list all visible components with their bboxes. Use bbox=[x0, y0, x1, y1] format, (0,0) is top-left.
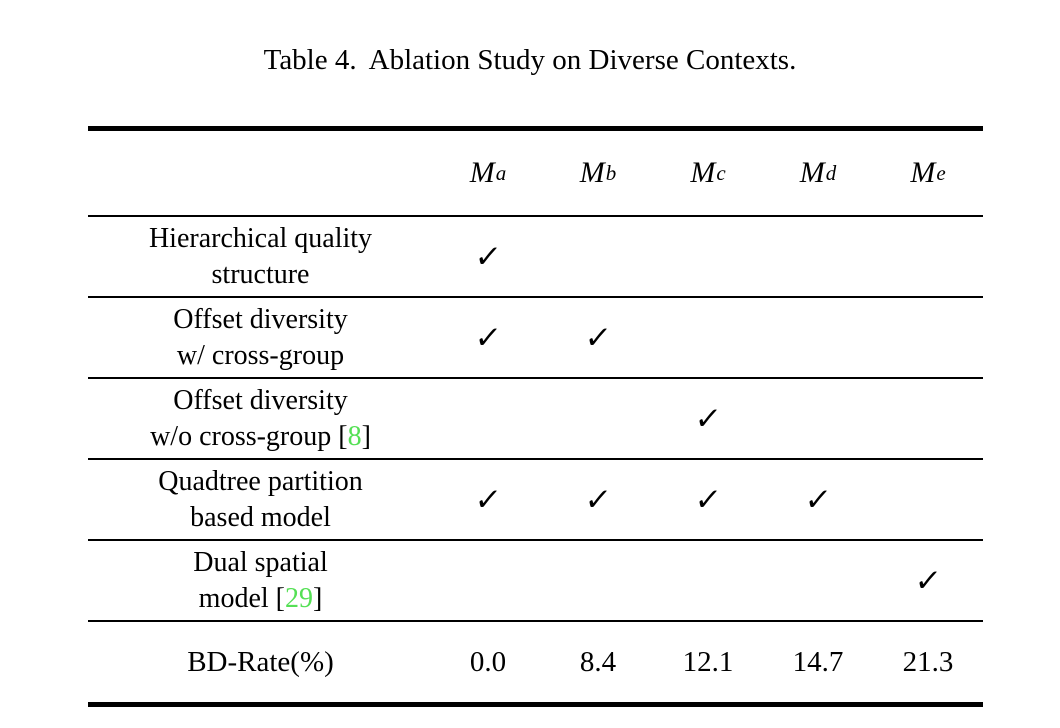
table-row-quadtree-partition: Quadtree partition based model ✓ ✓ ✓ ✓ bbox=[88, 458, 983, 539]
bd-rate-value-me: 21.3 bbox=[902, 645, 954, 678]
check-cell bbox=[763, 217, 873, 296]
bd-rate-label: BD-Rate(%) bbox=[187, 646, 334, 678]
check-cell: ✓ bbox=[543, 460, 653, 539]
check-cell: ✓ bbox=[873, 541, 983, 620]
column-header-base: M bbox=[579, 156, 605, 189]
table-caption-text: Ablation Study on Diverse Contexts. bbox=[368, 44, 797, 76]
check-cell bbox=[543, 541, 653, 620]
check-cell: ✓ bbox=[653, 379, 763, 458]
check-cell bbox=[873, 298, 983, 377]
citation-bracket: [ bbox=[338, 420, 348, 452]
row-label-line2: model [29] bbox=[199, 581, 323, 617]
check-cell: ✓ bbox=[543, 298, 653, 377]
table-caption: Table 4. Ablation Study on Diverse Contex… bbox=[0, 42, 1060, 78]
check-cell bbox=[873, 460, 983, 539]
column-header-sub: c bbox=[716, 160, 726, 185]
checkmark-icon: ✓ bbox=[473, 481, 503, 518]
check-cell bbox=[543, 379, 653, 458]
check-cell bbox=[763, 298, 873, 377]
table-row-hierarchical-quality: Hierarchical quality structure ✓ bbox=[88, 215, 983, 296]
check-cell bbox=[873, 217, 983, 296]
checkmark-icon: ✓ bbox=[473, 319, 503, 356]
checkmark-icon: ✓ bbox=[583, 481, 613, 518]
checkmark-icon: ✓ bbox=[583, 319, 613, 356]
bd-rate-value-ma: 0.0 bbox=[469, 645, 507, 678]
citation-number[interactable]: 8 bbox=[347, 420, 362, 452]
checkmark-icon: ✓ bbox=[913, 562, 943, 599]
row-label-line2: based model bbox=[190, 501, 331, 533]
row-label-line1: Hierarchical quality bbox=[148, 222, 373, 254]
checkmark-icon: ✓ bbox=[473, 238, 503, 275]
row-label-line2-text: model bbox=[198, 582, 269, 614]
check-cell: ✓ bbox=[433, 217, 543, 296]
bd-rate-value-mb: 8.4 bbox=[579, 645, 617, 678]
table-row-offset-without-crossgroup: Offset diversity w/o cross-group [8] ✓ bbox=[88, 377, 983, 458]
column-header-sub: b bbox=[605, 160, 617, 185]
check-cell bbox=[543, 217, 653, 296]
row-label-line1: Dual spatial bbox=[193, 546, 328, 578]
checkmark-icon: ✓ bbox=[693, 400, 723, 437]
check-cell: ✓ bbox=[653, 460, 763, 539]
row-label: Offset diversity w/ cross-group bbox=[88, 298, 433, 377]
check-cell: ✓ bbox=[433, 298, 543, 377]
check-cell bbox=[653, 217, 763, 296]
row-label-line2: w/ cross-group bbox=[176, 339, 345, 371]
check-cell bbox=[873, 379, 983, 458]
check-cell bbox=[433, 541, 543, 620]
row-label-line1: Quadtree partition bbox=[158, 465, 363, 497]
row-label: Dual spatial model [29] bbox=[88, 541, 433, 620]
check-cell bbox=[763, 541, 873, 620]
row-label-line1: Offset diversity bbox=[173, 384, 348, 416]
citation-bracket: [ bbox=[275, 582, 285, 614]
check-cell bbox=[433, 379, 543, 458]
citation-bracket: ] bbox=[313, 582, 323, 614]
table-row-offset-with-crossgroup: Offset diversity w/ cross-group ✓ ✓ bbox=[88, 296, 983, 377]
citation-number[interactable]: 29 bbox=[285, 582, 313, 614]
row-label-line1: Offset diversity bbox=[173, 303, 348, 335]
checkmark-icon: ✓ bbox=[803, 481, 833, 518]
row-label-line2: w/o cross-group [8] bbox=[150, 419, 371, 455]
row-label: Hierarchical quality structure bbox=[88, 217, 433, 296]
row-label: Offset diversity w/o cross-group [8] bbox=[88, 379, 433, 458]
column-header-sub: d bbox=[825, 160, 837, 185]
check-cell: ✓ bbox=[763, 460, 873, 539]
row-label: Quadtree partition based model bbox=[88, 460, 433, 539]
column-header-sub: e bbox=[936, 160, 946, 185]
column-header-base: M bbox=[469, 156, 495, 189]
table-row-dual-spatial-model: Dual spatial model [29] ✓ bbox=[88, 539, 983, 620]
bd-rate-value-mc: 12.1 bbox=[682, 645, 734, 678]
check-cell: ✓ bbox=[433, 460, 543, 539]
column-header-sub: a bbox=[495, 160, 507, 185]
column-header-base: M bbox=[799, 156, 825, 189]
bd-rate-value-md: 14.7 bbox=[792, 645, 844, 678]
table-row-bd-rate: BD-Rate(%) 0.0 8.4 12.1 14.7 21.3 bbox=[88, 620, 983, 702]
row-label-line2-text: w/o cross-group bbox=[150, 420, 332, 452]
check-cell bbox=[763, 379, 873, 458]
table-caption-number: Table 4. bbox=[263, 44, 357, 76]
checkmark-icon: ✓ bbox=[693, 481, 723, 518]
check-cell bbox=[653, 541, 763, 620]
header-empty-cell bbox=[88, 131, 433, 215]
column-header-base: M bbox=[690, 156, 716, 189]
check-cell bbox=[653, 298, 763, 377]
column-header-base: M bbox=[910, 156, 936, 189]
citation-bracket: ] bbox=[361, 420, 371, 452]
row-label-line2: structure bbox=[211, 258, 310, 290]
